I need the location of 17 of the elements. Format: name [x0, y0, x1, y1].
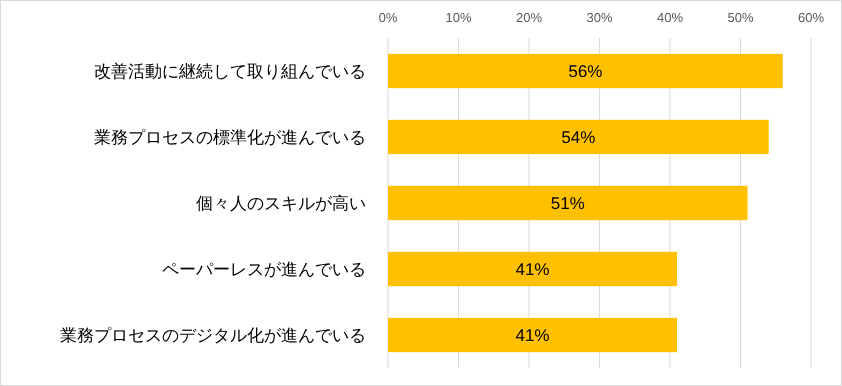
- x-tick-label: 30%: [586, 10, 613, 25]
- x-tick-label: 20%: [516, 10, 542, 25]
- y-tick-label: 改善活動に継続して取り組んでいる: [94, 62, 366, 81]
- y-tick-label: 業務プロセスのデジタル化が進んでいる: [60, 326, 366, 345]
- x-tick-label: 0%: [378, 10, 398, 25]
- data-label: 41%: [516, 326, 550, 345]
- data-label: 41%: [516, 260, 550, 279]
- x-tick-label: 50%: [727, 10, 754, 25]
- y-tick-label: ペーパーレスが進んでいる: [162, 260, 366, 279]
- data-label: 54%: [561, 128, 596, 147]
- y-tick-label: 個々人のスキルが高い: [196, 194, 366, 213]
- x-tick-label: 10%: [445, 10, 472, 25]
- x-tick-label: 60%: [798, 10, 824, 25]
- x-tick-label: 40%: [656, 10, 684, 25]
- data-label: 56%: [568, 62, 602, 81]
- data-label: 51%: [550, 194, 585, 213]
- y-tick-label: 業務プロセスの標準化が進んでいる: [94, 128, 366, 147]
